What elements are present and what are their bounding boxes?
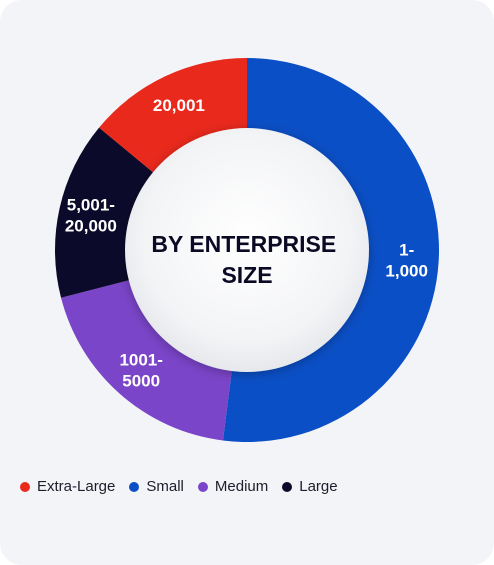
legend-label-extra-large: Extra-Large [37,478,116,495]
slice-label-line: 20,001 [153,96,205,115]
legend-swatch-large [282,481,293,492]
legend-item-small[interactable]: Small [129,478,184,495]
legend-label-small: Small [146,478,184,495]
legend-item-large[interactable]: Large [282,478,338,495]
chart-title: BY ENTERPRISE SIZE [151,231,342,288]
slice-label-line: 5000 [122,372,160,391]
slice-label-extra-large: 20,001 [153,96,205,115]
donut-chart: 1- 1,000 1001- 5000 5,001- 20,000 20,001 BY EN… [55,58,439,443]
slice-label-line: 5,001- [67,196,115,215]
slice-label-medium: 1001- 5000 [119,351,162,391]
legend-item-extra-large[interactable]: Extra-Large [20,478,115,495]
donut-slice-labels: 1- 1,000 1001- 5000 5,001- 20,000 20,001 [65,96,428,390]
slice-label-line: 1,000 [385,262,428,281]
legend-swatch-extra-large [20,481,30,492]
slice-label-small: 1- 1,000 [385,241,428,281]
slice-label-line: 20,000 [65,217,117,236]
donut-center-disc [125,128,369,372]
chart-title-line-2: SIZE [221,262,272,288]
legend-swatch-small [129,481,140,492]
slice-label-large: 5,001- 20,000 [65,196,117,236]
legend-label-large: Large [299,478,338,495]
legend-swatch-medium [197,481,208,492]
legend-label-medium: Medium [214,478,269,495]
slice-label-line: 1- [399,241,414,260]
chart-legend: Extra-Large Small Medium Large [20,478,352,495]
chart-title-line-1: BY ENTERPRISE [151,231,336,257]
legend-item-medium[interactable]: Medium [197,478,269,495]
slice-label-line: 1001- [119,351,162,370]
